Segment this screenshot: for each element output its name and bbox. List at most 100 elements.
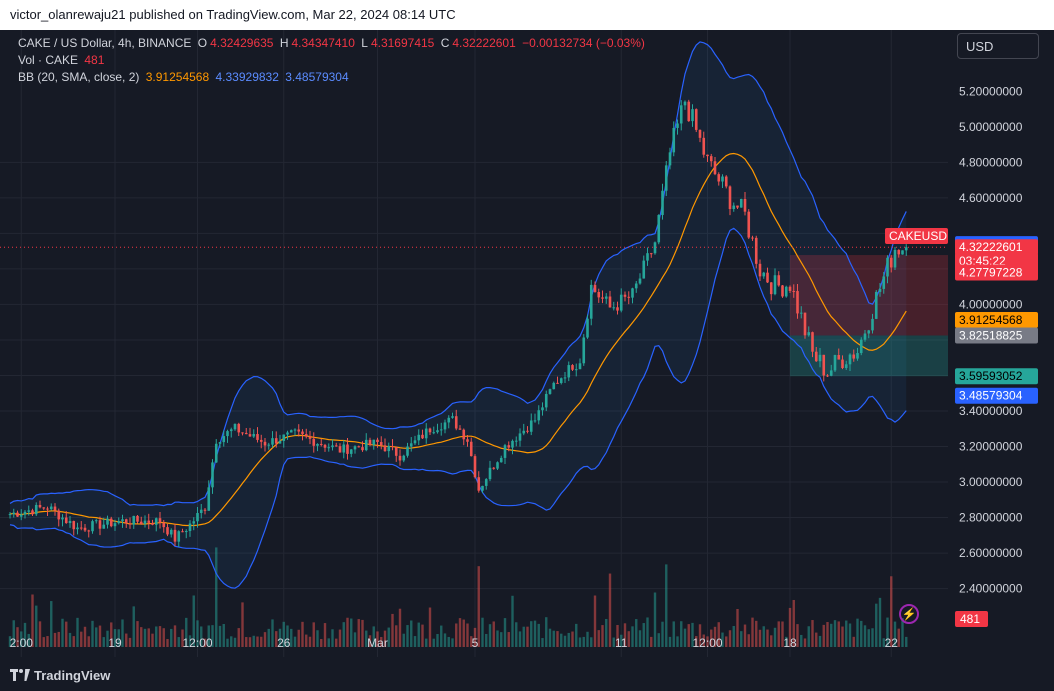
candle: [184, 531, 188, 533]
price-label: 3.82518825: [959, 328, 1023, 342]
volume-bar: [35, 605, 38, 647]
volume-bar: [758, 629, 762, 647]
candle: [128, 523, 132, 525]
candle: [616, 307, 619, 311]
candle: [781, 285, 784, 297]
candle: [154, 518, 158, 525]
volume-bar: [335, 638, 338, 647]
volume-bar: [796, 624, 799, 647]
y-tick-label: 4.60000000: [959, 191, 1023, 205]
volume-bar: [447, 636, 450, 647]
chart-area[interactable]: 5.20000000 5.00000000 4.80000000 4.60000000…: [0, 30, 1054, 661]
volume-bar: [605, 618, 608, 647]
volume-bar: [211, 625, 214, 647]
candle: [646, 253, 649, 261]
candle: [856, 353, 859, 359]
volume-bar: [53, 632, 57, 647]
volume-bar: [848, 623, 852, 647]
volume-bar: [380, 636, 383, 647]
volume-bar: [80, 631, 83, 647]
y-tick-label: 5.20000000: [959, 84, 1023, 98]
volume-bar: [395, 625, 398, 647]
volume-bar: [196, 620, 199, 647]
candle: [143, 520, 147, 524]
x-tick-label: Mar: [367, 636, 388, 650]
volume-bar: [680, 621, 683, 647]
volume-bar: [541, 638, 544, 647]
candle: [844, 364, 848, 369]
volume-bar: [886, 617, 889, 647]
candle: [233, 423, 237, 430]
candle: [301, 431, 304, 435]
candle: [544, 393, 548, 408]
volume-bar: [665, 564, 668, 647]
candle: [443, 422, 447, 430]
candle: [274, 438, 278, 444]
candle: [792, 290, 796, 292]
candle: [364, 439, 368, 451]
price-label: CAKEUSD: [889, 229, 947, 243]
volume-bar: [222, 624, 225, 647]
volume-bar: [676, 636, 679, 647]
volume-bar: [151, 633, 154, 647]
candle: [818, 354, 822, 362]
x-tick-label: 12:00: [182, 636, 212, 650]
volume-bar: [173, 625, 177, 647]
currency-button[interactable]: USD: [957, 33, 1039, 59]
candle: [653, 242, 657, 254]
candle: [871, 318, 874, 331]
price-label: 3.48579304: [959, 389, 1023, 403]
volume-bar: [230, 636, 233, 647]
volume-bar: [623, 623, 627, 647]
candle: [799, 312, 803, 314]
volume-bar: [511, 595, 514, 647]
candle: [244, 432, 248, 435]
candle: [91, 521, 94, 532]
candle: [166, 527, 169, 535]
volume-bar: [631, 626, 634, 647]
candle: [736, 205, 739, 208]
legend-bb[interactable]: BB (20, SMA, close, 2) 3.91254568 4.3392…: [18, 70, 352, 84]
candle: [631, 288, 634, 298]
candle: [267, 444, 271, 446]
lightning-icon[interactable]: ⚡: [899, 604, 919, 624]
y-tick-label: 2.60000000: [959, 546, 1023, 560]
candle: [349, 449, 353, 454]
price-label-bg: [955, 311, 1038, 328]
candle: [106, 518, 109, 525]
candle: [852, 354, 856, 359]
candle: [222, 436, 226, 443]
volume-bar: [803, 638, 807, 647]
candle: [413, 440, 417, 444]
volume-bar: [845, 620, 848, 647]
volume-bar: [762, 626, 765, 647]
candle: [181, 531, 184, 533]
candle: [604, 296, 608, 299]
tradingview-logo[interactable]: TradingView: [10, 668, 110, 683]
bb-basis-line: [9, 152, 907, 527]
volume-bar: [728, 630, 732, 647]
legend-volume[interactable]: Vol · CAKE 481: [18, 53, 107, 67]
y-tick-label: 3.40000000: [959, 404, 1023, 418]
volume-bar: [158, 626, 162, 647]
candle: [514, 440, 518, 442]
candle: [196, 513, 199, 522]
candle: [293, 429, 297, 431]
volume-bar: [627, 631, 630, 647]
volume-bar: [192, 595, 195, 647]
volume-bar: [331, 629, 334, 647]
candle: [559, 378, 563, 384]
legend-symbol[interactable]: CAKE / US Dollar, 4h, BINANCE: [18, 36, 192, 50]
volume-bar: [132, 606, 135, 647]
price-label-bg: [955, 239, 1038, 256]
x-tick-label: 26: [277, 636, 291, 650]
legend-bb-label: BB (20, SMA, close, 2): [18, 70, 140, 84]
volume-bar: [575, 623, 578, 647]
volume-bar: [117, 629, 120, 647]
volume-bar: [811, 620, 814, 647]
candle: [841, 359, 844, 369]
volume-bar: [496, 630, 499, 647]
volume-bar: [215, 547, 218, 647]
price-chart[interactable]: 5.20000000 5.00000000 4.80000000 4.60000000…: [0, 30, 1054, 661]
candle: [683, 101, 687, 106]
